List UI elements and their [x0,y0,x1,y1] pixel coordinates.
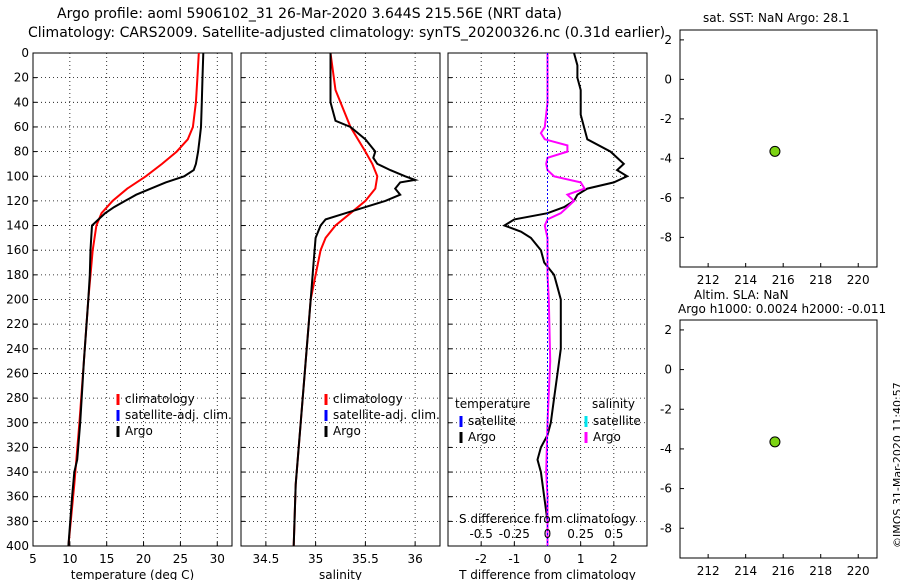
temperature-xtick-label: 20 [136,552,151,566]
title-line-1: Argo profile: aoml 5906102_31 26-Mar-202… [57,6,562,22]
temperature-ytick-label: 400 [6,539,29,553]
sst-ytick-label: -6 [660,191,672,205]
difference-x2tick-label: -0.25 [499,527,530,541]
temperature-xtick-label: 5 [29,552,37,566]
sla-steric-title: Argo h1000: 0.0024 h2000: -0.011 [678,302,887,316]
salinity-legend-label: Argo [333,424,361,438]
temperature-legend-label: Argo [125,424,153,438]
difference-legend-temperature-title: temperature [455,397,530,411]
sla-xtick-label: 220 [847,564,870,578]
difference-x2label: S difference from climatology [459,512,636,526]
temperature-ytick-label: 220 [6,317,29,331]
sst-argo-location-point [769,145,781,157]
difference-legend-label: satellite [468,414,516,428]
difference-xtick-label: 1 [577,552,585,566]
difference-legend-label: satellite [593,414,641,428]
difference-xtick-label: 2 [610,552,618,566]
difference-x2tick-label: 0.25 [567,527,594,541]
sla-ytick-label: -2 [660,402,672,416]
sla-ytick-label: -6 [660,482,672,496]
sla-xtick-label: 218 [809,564,832,578]
sla-argo-location-point [769,436,781,448]
sst-xtick-label: 216 [772,273,795,287]
sst-ytick-label: 2 [664,33,672,47]
temperature-ytick-label: 320 [6,440,29,454]
salinity-xtick-label: 34.5 [253,552,280,566]
temperature-ytick-label: 120 [6,194,29,208]
difference-xtick-label: -1 [508,552,520,566]
temperature-series-argo [67,52,205,547]
sst-ytick-label: -2 [660,112,672,126]
salinity-xlabel: salinity [319,568,362,580]
difference-xtick-label: -2 [475,552,487,566]
temperature-ytick-label: 60 [14,120,29,134]
temperature-ytick-label: 160 [6,243,29,257]
temperature-ytick-label: 0 [21,46,29,60]
temperature-xtick-label: 10 [62,552,77,566]
sla-xtick-label: 212 [697,564,720,578]
sla-ytick-label: 0 [664,363,672,377]
difference-series-temperature-argo [502,52,630,546]
temperature-xtick-label: 25 [173,552,188,566]
temperature-ytick-label: 100 [6,169,29,183]
difference-x2tick-label: -0.5 [469,527,492,541]
temperature-ytick-label: 80 [14,145,29,159]
temperature-ytick-label: 340 [6,465,29,479]
temperature-xtick-label: 15 [99,552,114,566]
sla-xtick-label: 214 [734,564,757,578]
salinity-xtick-label: 35 [308,552,323,566]
sst-xtick-label: 212 [697,273,720,287]
temperature-legend-label: climatology [125,392,195,406]
temperature-ytick-label: 180 [6,268,29,282]
sst-xtick-label: 218 [809,273,832,287]
temperature-ytick-label: 300 [6,416,29,430]
difference-xlabel: T difference from climatology [458,568,636,580]
difference-series-salinity-argo [539,53,587,546]
temperature-ytick-label: 140 [6,219,29,233]
temperature-xlabel: temperature (deg C) [71,568,194,580]
sla-title: Altim. SLA: NaN [694,288,789,302]
temperature-ytick-label: 360 [6,490,29,504]
salinity-series-argo [292,53,420,547]
sst-xtick-label: 220 [847,273,870,287]
sst-ytick-label: -8 [660,230,672,244]
temperature-xtick-label: 30 [210,552,225,566]
salinity-axes-frame [240,52,441,547]
difference-x2tick-label: 0 [544,527,552,541]
temperature-axes-frame [32,52,233,547]
salinity-xtick-label: 35.5 [352,552,379,566]
sla-xtick-label: 216 [772,564,795,578]
sst-xtick-label: 214 [734,273,757,287]
salinity-xtick-label: 36 [407,552,422,566]
difference-xtick-label: 0 [544,552,552,566]
sst-ytick-label: 0 [664,72,672,86]
sla-ytick-label: -8 [660,521,672,535]
salinity-legend-label: climatology [333,392,403,406]
temperature-ytick-label: 200 [6,293,29,307]
sla-ytick-label: 2 [664,323,672,337]
temperature-ytick-label: 260 [6,366,29,380]
temperature-ytick-label: 380 [6,514,29,528]
temperature-ytick-label: 40 [14,95,29,109]
temperature-ytick-label: 280 [6,391,29,405]
temperature-ytick-label: 20 [14,71,29,85]
difference-x2tick-label: 0.5 [604,527,623,541]
difference-legend-label: Argo [593,430,621,444]
salinity-legend-label: satellite-adj. clim. [333,408,440,422]
sst-title: sat. SST: NaN Argo: 28.1 [703,11,850,25]
sla-ytick-label: -4 [660,442,672,456]
difference-legend-salinity-title: salinity [592,397,635,411]
difference-legend-label: Argo [468,430,496,444]
temperature-ytick-label: 240 [6,342,29,356]
temperature-legend-label: satellite-adj. clim. [125,408,232,422]
title-line-2: Climatology: CARS2009. Satellite-adjuste… [28,25,666,41]
sst-ytick-label: -4 [660,151,672,165]
